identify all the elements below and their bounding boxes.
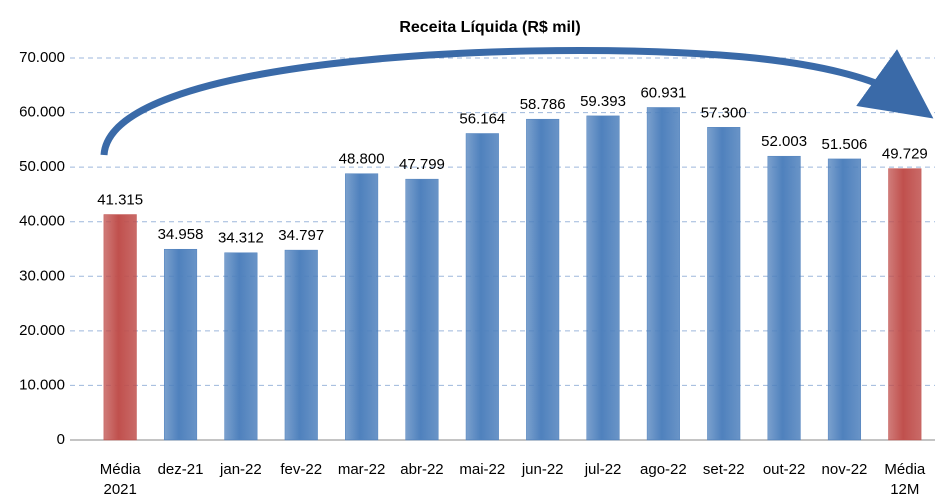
x-tick-label: jun-22 [521,461,564,478]
bar [526,118,560,441]
x-tick-label: dez-21 [158,461,204,478]
bar [103,214,137,441]
y-tick-label: 70.000 [19,49,65,66]
bar [284,249,318,441]
data-label: 41.315 [97,192,143,209]
data-label: 34.958 [158,226,204,243]
x-tick-label: Média 12M [884,461,926,498]
data-label: 60.931 [640,84,686,101]
chart-title: Receita Líquida (R$ mil) [399,19,580,36]
data-label: 51.506 [822,136,868,153]
x-tick-label: jan-22 [219,461,262,478]
x-tick-label: mar-22 [338,461,386,478]
y-tick-label: 20.000 [19,322,65,339]
data-label: 58.786 [520,96,566,113]
data-label: 49.729 [882,146,928,163]
bar [163,248,198,441]
x-tick-label: fev-22 [280,461,322,478]
data-label: 59.393 [580,93,626,110]
data-label: 47.799 [399,156,445,173]
x-tick-label: out-22 [763,461,806,478]
x-tick-label: Média 2021 [100,461,142,498]
data-label: 57.300 [701,104,747,121]
y-tick-label: 50.000 [19,158,65,175]
x-tick-label: jul-22 [584,461,622,478]
annotation-arrow [100,47,934,156]
x-tick-label: set-22 [703,461,745,478]
bar [707,127,741,441]
data-label: 52.003 [761,133,807,150]
bar [224,252,258,441]
bar [827,158,862,441]
x-tick-label: ago-22 [640,461,687,478]
y-tick-label: 0 [57,431,65,448]
x-tick-label: mai-22 [459,461,505,478]
y-tick-label: 40.000 [19,213,65,230]
bar [646,107,680,441]
bar [888,168,922,441]
x-tick-label: abr-22 [400,461,443,478]
y-tick-label: 30.000 [19,267,65,284]
data-label: 34.797 [278,227,324,244]
bar [465,133,499,441]
data-label: 34.312 [218,230,264,247]
x-tick-label: nov-22 [822,461,868,478]
data-label: 48.800 [339,151,385,168]
y-tick-label: 60.000 [19,104,65,121]
bar [405,178,439,441]
bar [767,155,801,441]
bar [586,115,620,441]
y-tick-label: 10.000 [19,376,65,393]
bar [345,173,379,441]
data-label: 56.164 [459,110,505,127]
